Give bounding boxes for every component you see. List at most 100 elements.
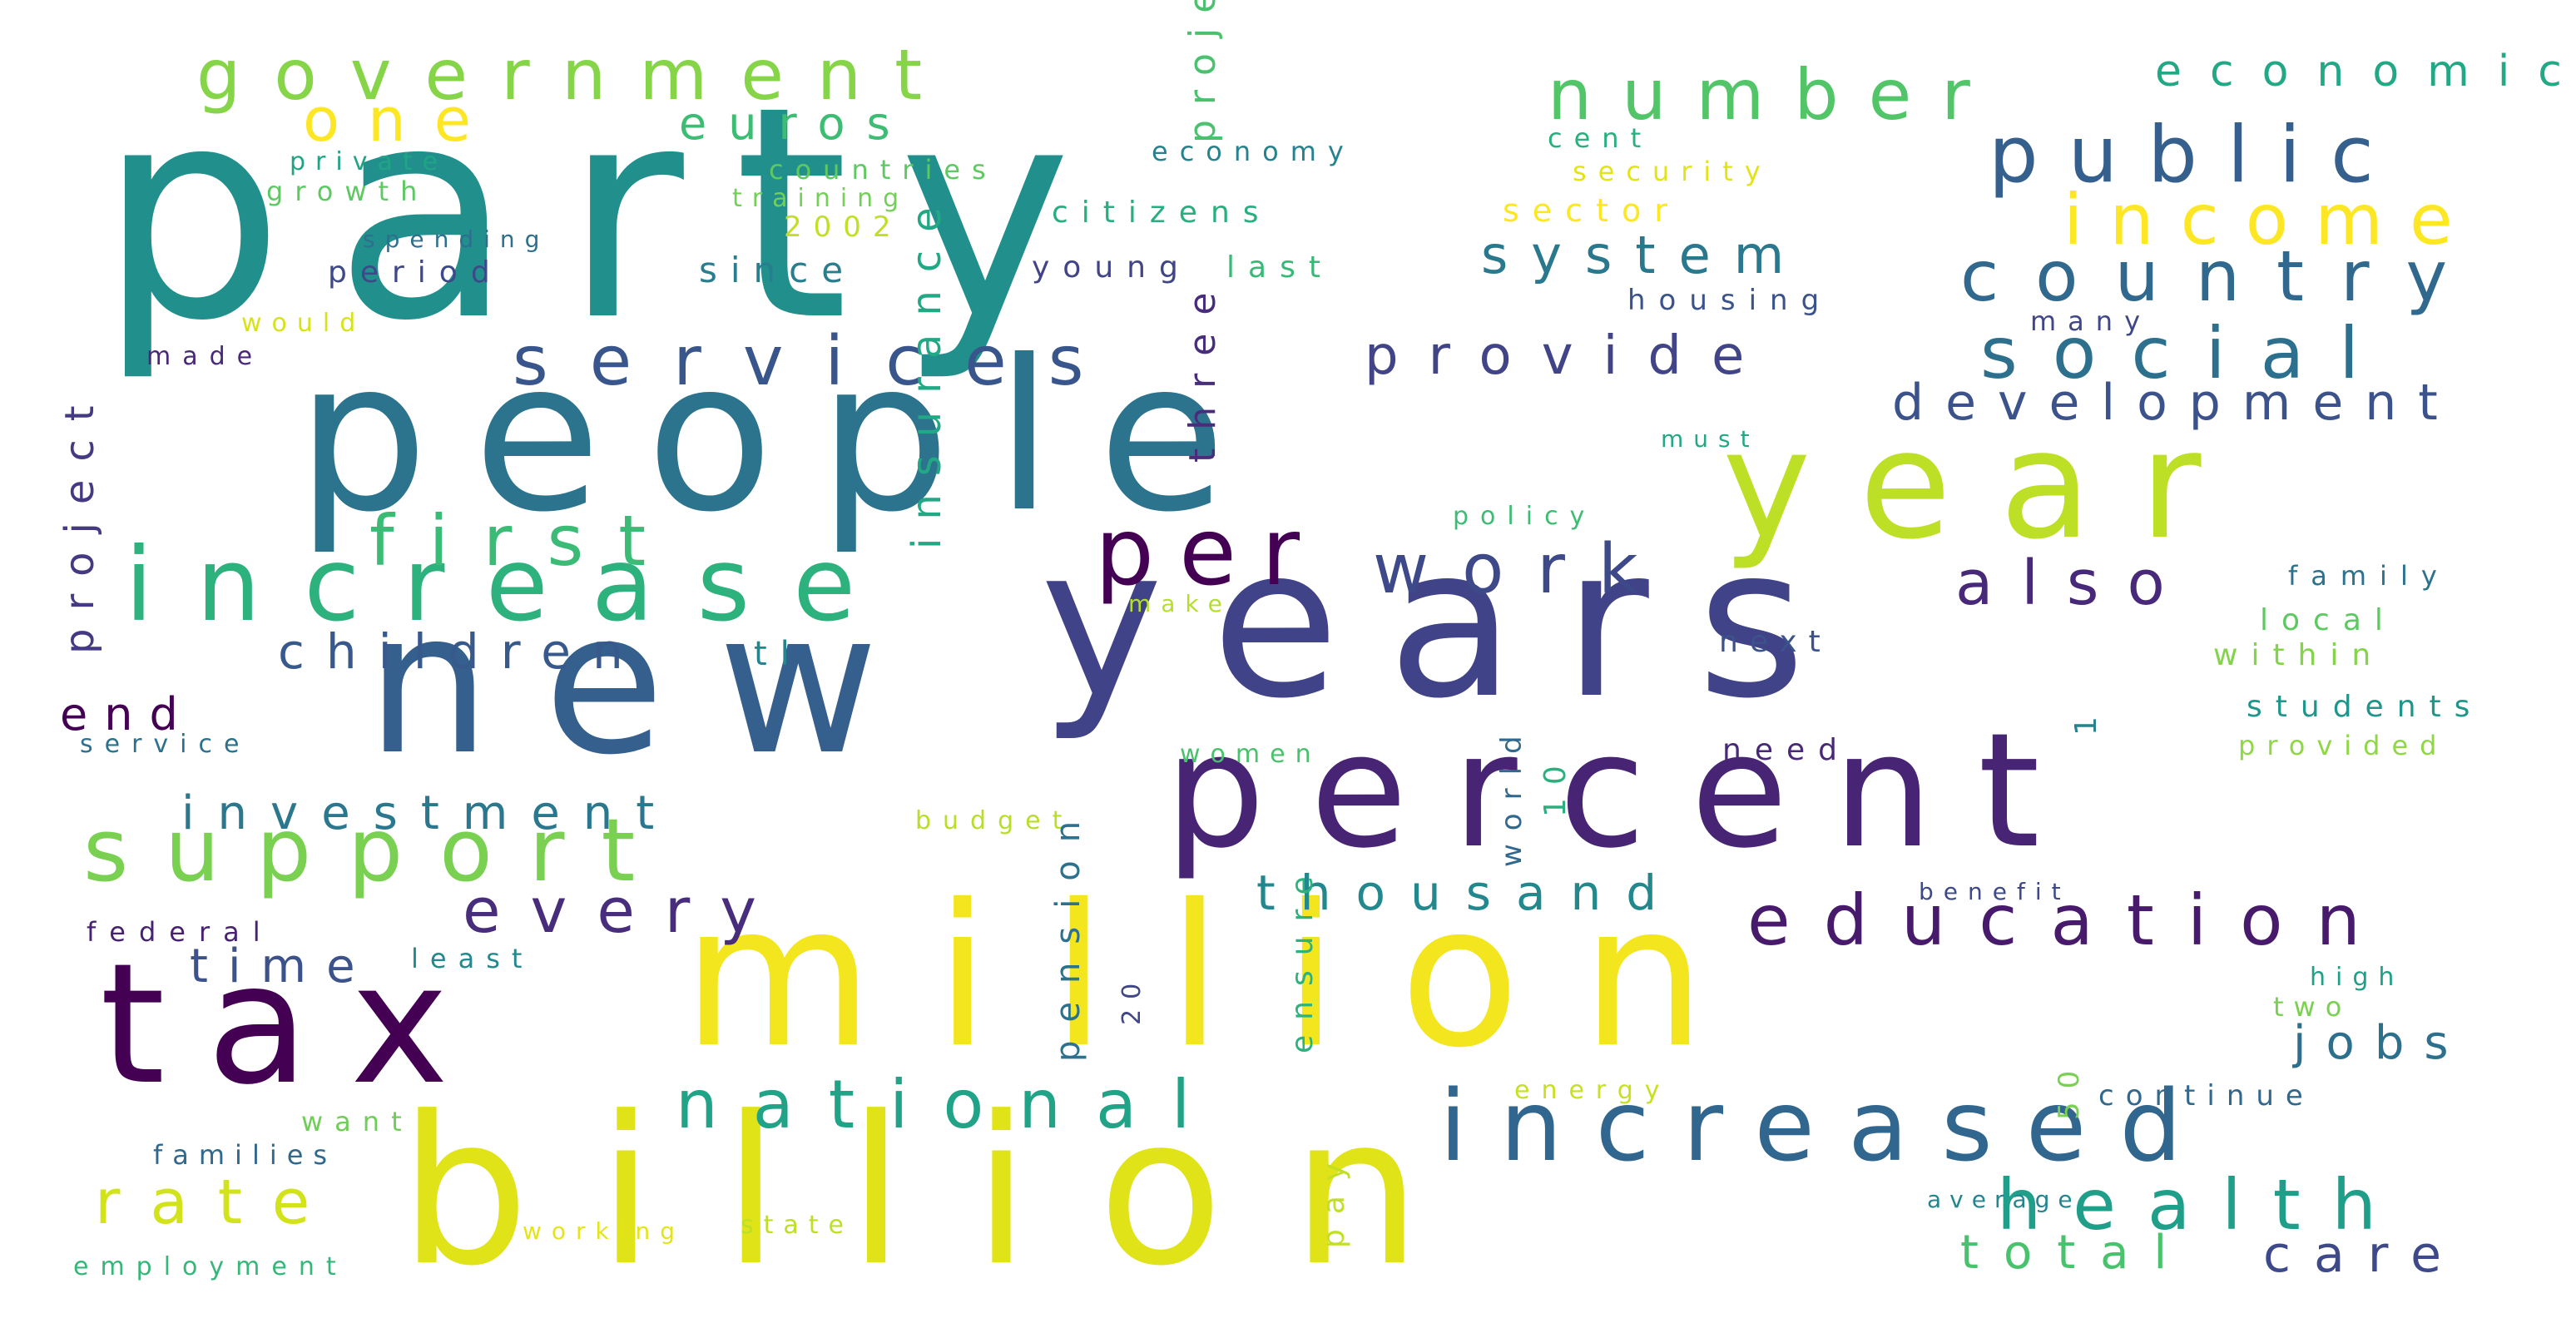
word-students: must <box>1661 425 1760 453</box>
word-citizens: tl <box>754 635 803 673</box>
word-work: work <box>1373 530 1672 609</box>
word-children: children <box>278 623 645 680</box>
word-health: health <box>1997 1164 2408 1246</box>
word-would: high <box>2310 963 2405 992</box>
word-young: since <box>699 250 857 290</box>
word-policy: citizens <box>1052 196 1272 230</box>
word-20: average <box>1927 1186 2081 1213</box>
word-world: employment <box>73 1252 348 1281</box>
word-family: security <box>1573 156 1772 187</box>
word-services: services <box>513 322 1126 401</box>
word-economic: project <box>57 387 103 654</box>
word-investment: investment <box>181 786 678 840</box>
word-year: year <box>1722 399 2250 572</box>
word-need: training <box>732 184 909 213</box>
word-security: 1 <box>2069 701 2103 736</box>
word-countries: ensure <box>1286 861 1320 1053</box>
word-must: last <box>1226 250 1334 285</box>
word-period: three <box>1181 274 1224 463</box>
word-continue: women <box>1180 740 1321 769</box>
word-1: state <box>741 1211 854 1240</box>
word-two: need <box>1722 733 1850 767</box>
word-working: least <box>411 943 534 974</box>
word-number: number <box>1548 54 2000 136</box>
word-development: development <box>1892 374 2460 432</box>
word-system: system <box>1481 225 1808 285</box>
word-average: service <box>80 730 251 759</box>
word-social: social <box>1980 312 2395 395</box>
word-energy: budget <box>915 806 1074 835</box>
word-income: income <box>2063 179 2479 260</box>
word-50: 20 <box>1117 973 1147 1025</box>
word-total: total <box>1960 1226 2192 1280</box>
word-service: within <box>2213 638 2385 672</box>
word-families: continue <box>2098 1079 2315 1113</box>
word-women: economy <box>1152 136 1355 167</box>
word-per: per <box>1095 498 1325 607</box>
word-people: people <box>296 315 1271 558</box>
word-2002: pension <box>1049 802 1087 1062</box>
word-training: pay <box>1317 1147 1351 1248</box>
word-10: working <box>523 1217 686 1245</box>
word-million: million <box>682 862 1768 1091</box>
word-care: care <box>2263 1226 2465 1284</box>
word-want: 50 <box>2053 1057 2086 1120</box>
word-employment: energy <box>1514 1076 1672 1105</box>
word-tl: projects <box>1181 0 1224 143</box>
word-jobs: jobs <box>2293 1016 2469 1070</box>
word-make: 2002 <box>784 211 903 244</box>
word-first: first <box>369 500 681 582</box>
word-party: party <box>98 44 1122 385</box>
word-public: public <box>1989 110 2404 201</box>
word-high: next <box>1719 625 1832 659</box>
word-percent: percent <box>1165 699 2085 883</box>
word-thousand: thousand <box>1256 865 1682 921</box>
word-state: federal <box>87 916 274 948</box>
word-spending: benefit <box>1919 878 2071 905</box>
word-federal: local <box>2260 603 2396 637</box>
word-growth: provided <box>2238 730 2449 761</box>
word-new: new <box>366 569 932 798</box>
word-budget: cent <box>1548 122 1653 154</box>
word-since: insurance <box>904 189 950 549</box>
word-rate: rate <box>95 1167 340 1238</box>
word-provide: provide <box>1365 325 1775 387</box>
word-three: spending <box>363 225 550 253</box>
word-increased: increased <box>1439 1068 2216 1183</box>
word-country: country <box>1960 235 2484 317</box>
word-increase: increase <box>125 526 899 644</box>
word-within: many <box>2030 305 2152 337</box>
word-economy: world <box>1495 722 1528 867</box>
word-one: one <box>303 85 499 155</box>
word-insurance: growth <box>266 176 429 207</box>
word-provided: policy <box>1453 502 1597 531</box>
word-project: private <box>290 147 448 176</box>
word-time: time <box>190 939 375 994</box>
word-benefit: make <box>1128 590 1232 617</box>
word-local: housing <box>1627 284 1833 317</box>
word-national: national <box>676 1066 1226 1143</box>
word-cent: 10 <box>1538 752 1573 817</box>
word-private: students <box>2247 690 2484 724</box>
word-billion: billion <box>399 1073 1489 1311</box>
word-next: countries <box>769 154 998 186</box>
word-support: support <box>83 800 672 901</box>
word-housing: sector <box>1503 192 1681 229</box>
word-every: every <box>463 875 787 947</box>
word-euros: euros <box>679 97 912 150</box>
word-also: also <box>1955 548 2193 619</box>
word-government: government <box>196 34 956 116</box>
word-made: two <box>2273 991 2352 1023</box>
word-end: end <box>60 688 195 741</box>
word-years: years <box>1040 502 1854 744</box>
word-sector: economic <box>2155 47 2576 97</box>
word-education: education <box>1747 880 2394 961</box>
word-ensure: want <box>301 1106 414 1137</box>
word-least: family <box>2288 560 2450 592</box>
word-pay: families <box>153 1139 338 1171</box>
word-tax: tax <box>100 928 491 1122</box>
word-projects: would <box>241 309 366 338</box>
word-many: young <box>1032 250 1191 285</box>
word-pension: made <box>146 342 265 371</box>
